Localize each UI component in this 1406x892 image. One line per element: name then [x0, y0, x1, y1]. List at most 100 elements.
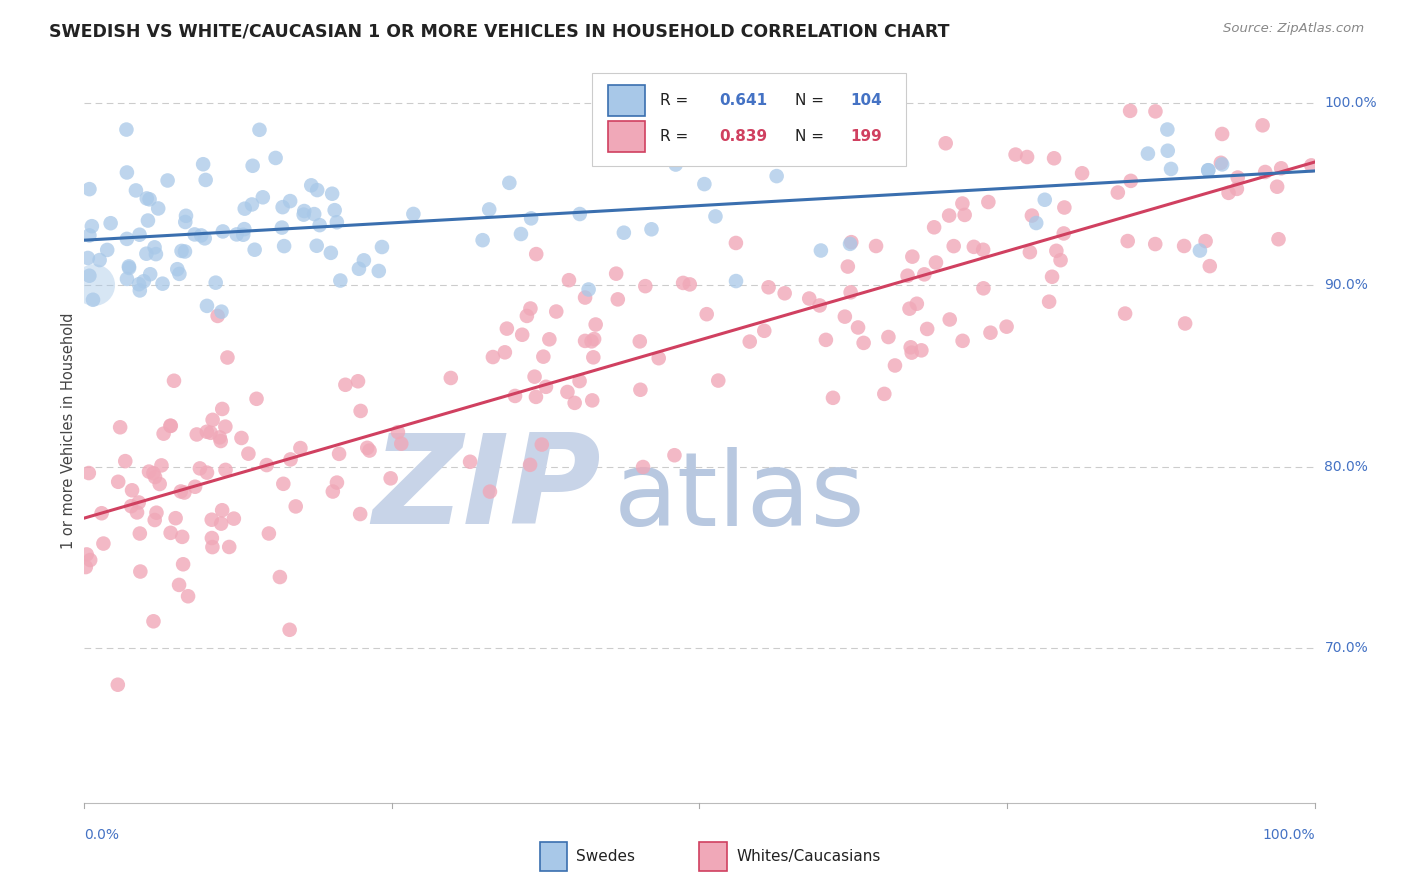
Text: atlas: atlas — [613, 447, 865, 548]
Point — [195, 299, 218, 313]
Point — [257, 526, 280, 541]
Point — [280, 452, 302, 467]
Point — [665, 157, 688, 171]
Text: Source: ZipAtlas.com: Source: ZipAtlas.com — [1223, 22, 1364, 36]
Point — [194, 231, 217, 245]
Point — [1174, 317, 1197, 331]
Point — [557, 384, 579, 399]
Point — [648, 351, 671, 366]
Point — [1018, 245, 1040, 260]
Point — [583, 332, 606, 346]
Point — [90, 506, 112, 520]
Point — [93, 536, 115, 550]
Point — [738, 334, 761, 349]
Text: ZIP: ZIP — [373, 429, 602, 550]
Point — [335, 377, 357, 392]
Point — [877, 330, 900, 344]
Point — [115, 122, 138, 136]
Point — [278, 623, 301, 637]
Point — [605, 267, 627, 281]
Point — [910, 343, 932, 358]
Point — [631, 460, 654, 475]
Point — [115, 272, 138, 286]
Point — [495, 321, 517, 335]
Point — [142, 615, 165, 629]
Point — [901, 250, 924, 264]
Point — [80, 219, 103, 234]
Point — [839, 285, 862, 300]
Point — [810, 244, 832, 258]
Point — [172, 530, 194, 544]
Point — [1198, 259, 1220, 273]
Point — [156, 173, 179, 187]
Point — [82, 293, 104, 307]
Point — [494, 345, 516, 359]
Point — [177, 589, 200, 603]
Point — [534, 380, 557, 394]
Point — [821, 391, 844, 405]
Point — [658, 122, 681, 136]
Point — [217, 351, 239, 365]
Point — [765, 169, 787, 183]
Point — [138, 465, 160, 479]
Text: R =: R = — [661, 93, 693, 108]
Point — [640, 222, 662, 236]
Point — [942, 239, 965, 253]
Point — [240, 197, 263, 211]
Point — [209, 434, 232, 448]
Point — [214, 463, 236, 477]
Point — [186, 427, 208, 442]
Point — [628, 334, 651, 349]
Point — [264, 151, 287, 165]
Point — [530, 437, 553, 451]
Point — [524, 247, 547, 261]
Point — [696, 307, 718, 321]
Point — [837, 260, 859, 274]
Point — [1025, 216, 1047, 230]
Point — [1265, 179, 1288, 194]
Point — [299, 178, 322, 193]
Point — [145, 506, 167, 520]
Point — [139, 267, 162, 281]
Point — [222, 511, 245, 525]
Point — [1197, 163, 1219, 178]
Text: 100.0%: 100.0% — [1263, 828, 1315, 842]
Point — [114, 454, 136, 468]
Point — [128, 526, 150, 541]
Text: 0.0%: 0.0% — [84, 828, 120, 842]
Point — [356, 441, 378, 455]
Point — [963, 240, 986, 254]
Point — [174, 244, 197, 259]
Point — [538, 332, 561, 346]
Point — [249, 123, 271, 137]
Point — [183, 227, 205, 242]
Point — [938, 312, 960, 326]
Point — [347, 261, 370, 276]
Point — [77, 251, 100, 265]
Point — [402, 207, 425, 221]
Point — [170, 244, 193, 258]
Point — [77, 466, 100, 480]
Point — [128, 277, 150, 292]
Point — [1045, 244, 1067, 258]
Point — [558, 273, 581, 287]
Point — [581, 393, 603, 408]
Point — [292, 208, 315, 222]
Point — [135, 191, 157, 205]
Point — [120, 499, 142, 513]
Point — [174, 215, 197, 229]
Point — [143, 513, 166, 527]
Point — [1136, 146, 1159, 161]
Point — [852, 335, 875, 350]
Point — [564, 396, 586, 410]
Point — [307, 183, 329, 197]
Point — [142, 467, 165, 481]
Point — [233, 222, 256, 236]
Text: N =: N = — [796, 93, 830, 108]
Point — [252, 190, 274, 204]
Point — [440, 371, 463, 385]
Point — [271, 220, 294, 235]
Point — [305, 239, 328, 253]
Point — [79, 553, 101, 567]
FancyBboxPatch shape — [540, 842, 567, 871]
